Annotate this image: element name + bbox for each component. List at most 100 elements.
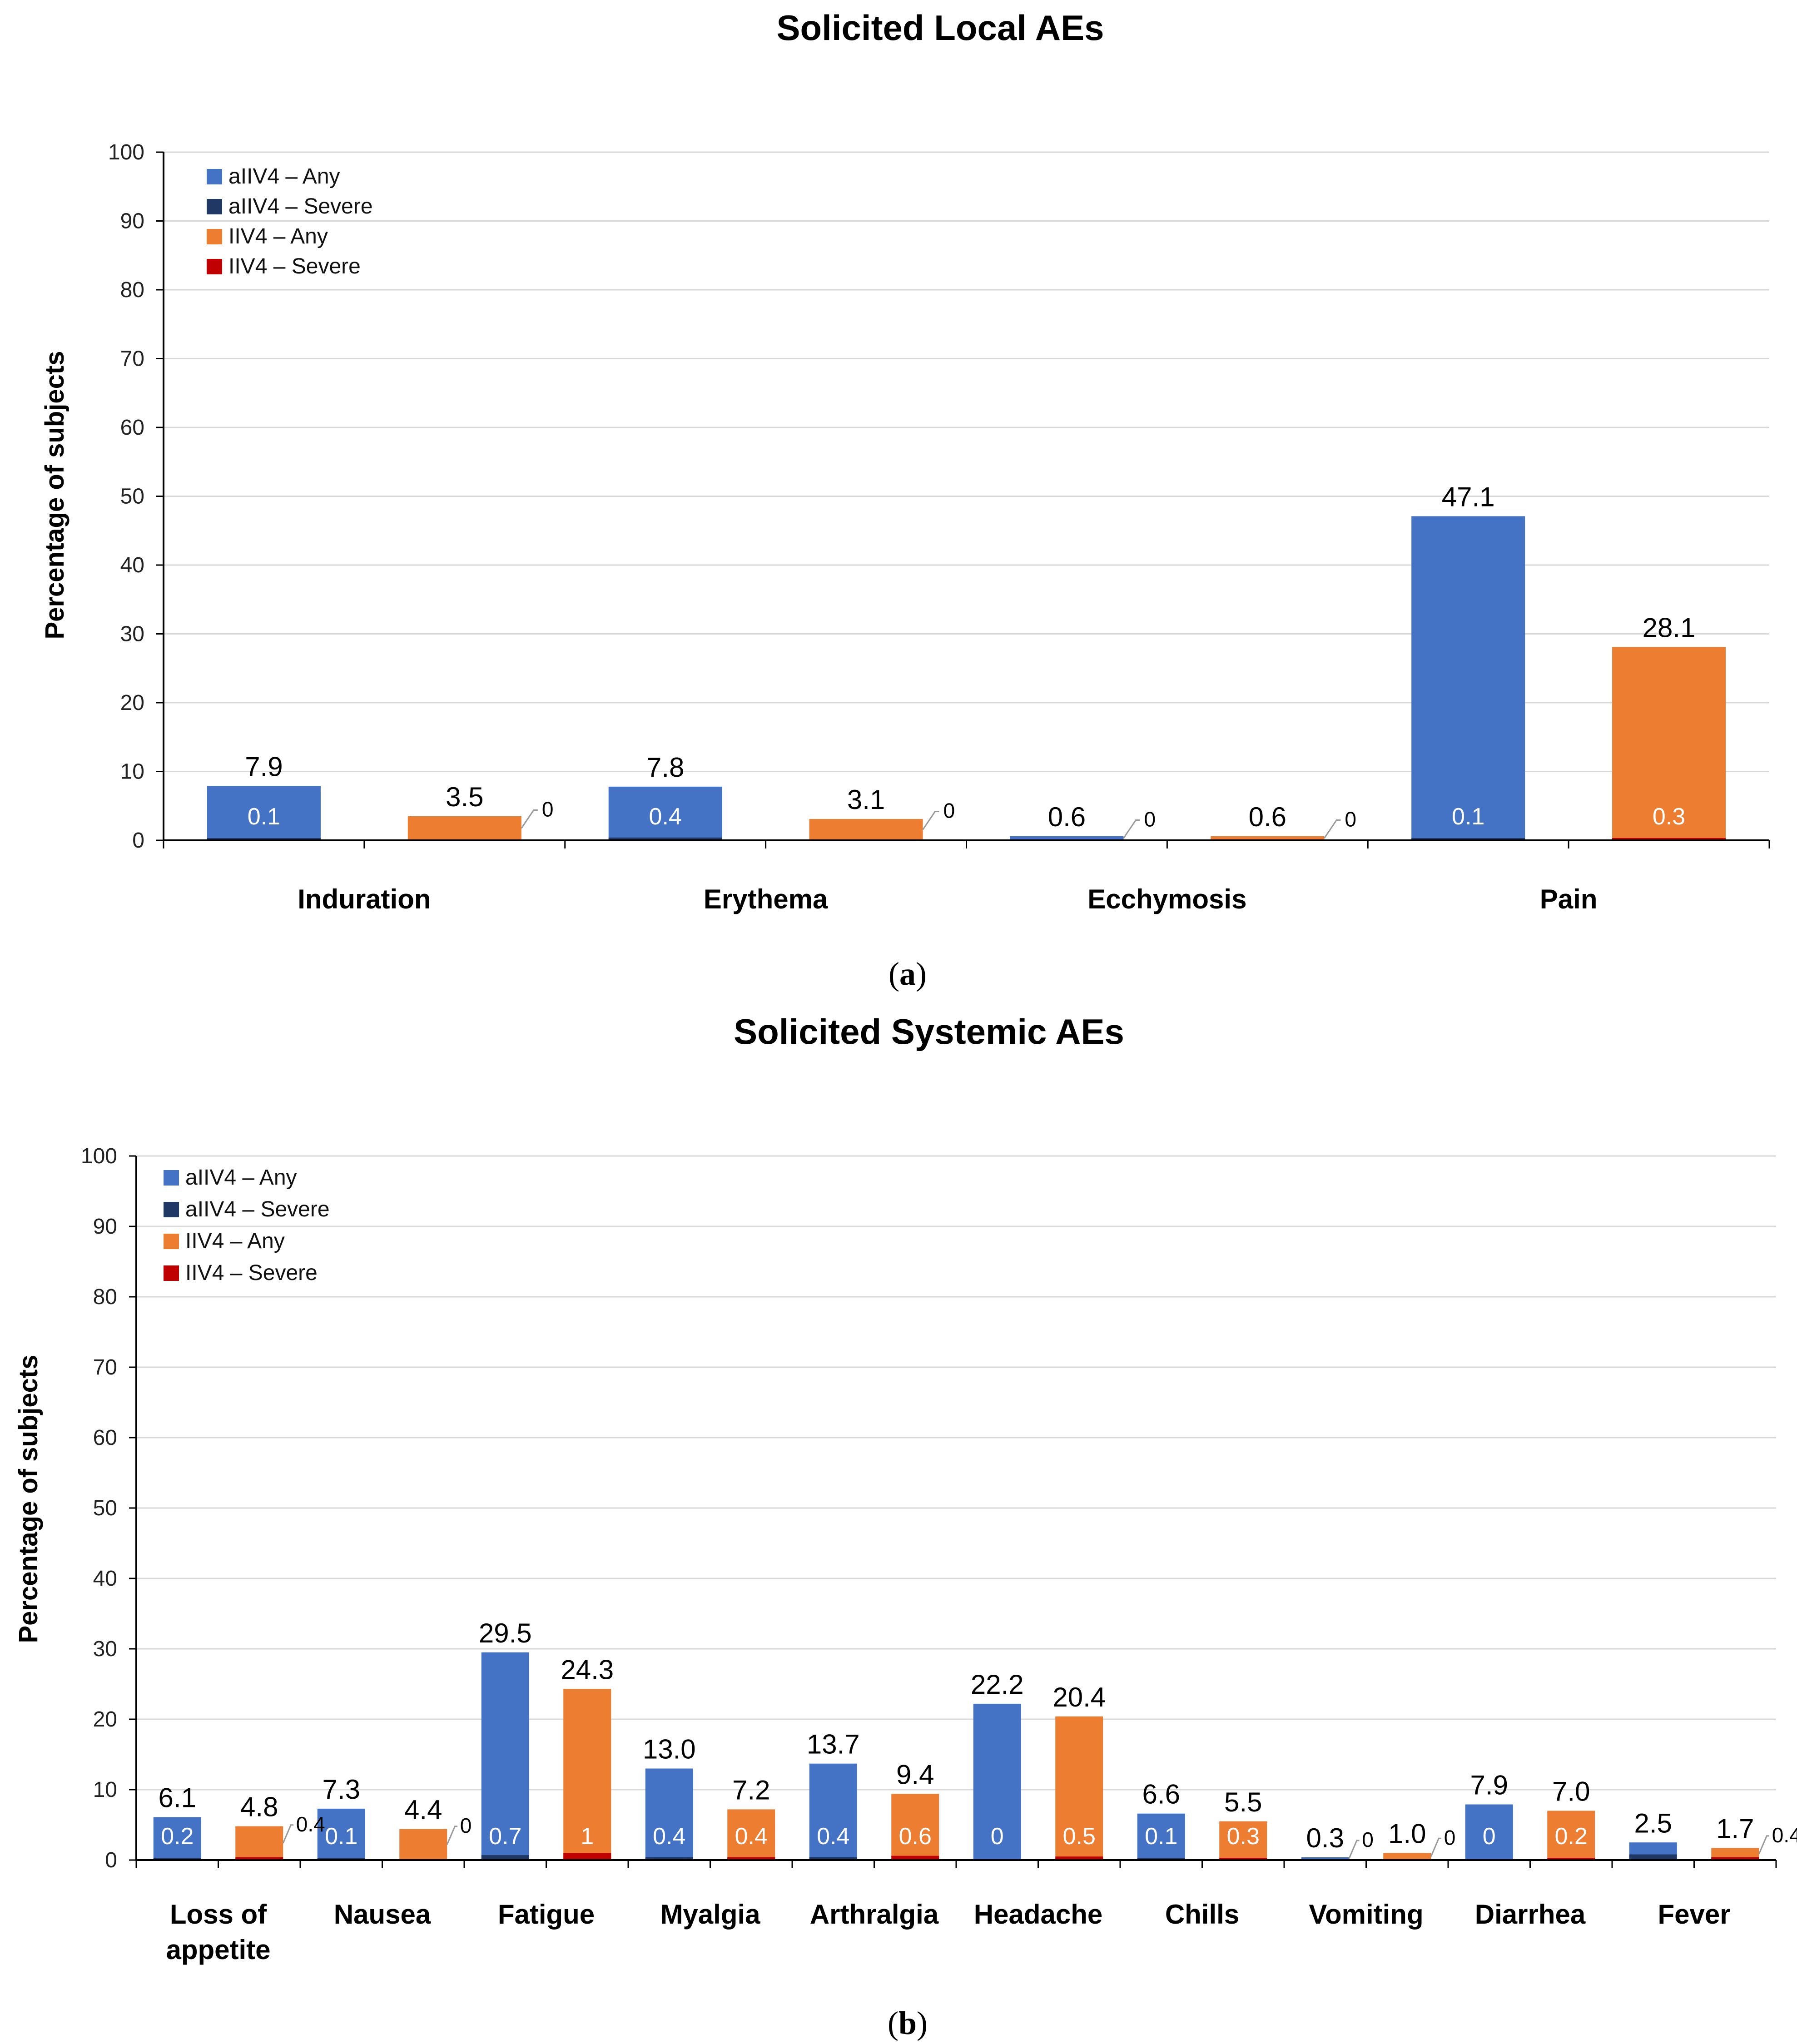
data-labels: 6.1 0.2 4.8 0.4 7.3 0.1 4.4 0 29.5 0.7 24.3 1 13.0 0.… [159, 1618, 1797, 1859]
bar-iiv4-any-erythema [809, 819, 923, 840]
category-label-fever: Fever [1658, 1899, 1730, 1930]
data-labels: 7.9 0.1 3.5 0 7.8 0.4 3.1 0 0.6 0 0.6 0 47.1 0.1 28.1 0… [245, 481, 1695, 839]
value-label-iiv4-any-chills: 5.5 [1224, 1787, 1262, 1817]
value-label-aiiv4-any-ecchymosis: 0.6 [1048, 802, 1086, 832]
bar-iiv4-severe-chills [1219, 1858, 1267, 1860]
legend-label-iiv4-severe: IIV4 – Severe [228, 254, 361, 278]
value-label-aiiv4-any-vomiting: 0.3 [1306, 1823, 1344, 1853]
value-label-aiiv4-any-myalgia: 13.0 [643, 1734, 696, 1765]
value-label-iiv4-severe-vomiting: 0 [1444, 1826, 1456, 1849]
legend-swatch-aiiv4-severe [207, 199, 222, 214]
bar-iiv4-any-fatigue [563, 1689, 611, 1860]
bars [153, 1652, 1759, 1860]
bar-aiiv4-any-nausea [317, 1808, 365, 1860]
legend-swatch-aiiv4-any [207, 169, 222, 184]
legend-label-iiv4-any: IIV4 – Any [185, 1229, 285, 1253]
bar-iiv4-severe-fever [1711, 1857, 1759, 1860]
y-tick-label: 90 [93, 1215, 117, 1239]
value-label-aiiv4-severe-nausea: 0.1 [325, 1823, 357, 1850]
value-label-iiv4-any-loss-of-appetite: 4.8 [240, 1792, 278, 1822]
leader-line [1758, 1835, 1770, 1855]
value-label-aiiv4-any-induration: 7.9 [245, 751, 283, 782]
y-tick-label: 20 [120, 691, 144, 715]
legend-label-iiv4-severe: IIV4 – Severe [185, 1261, 318, 1285]
value-label-iiv4-severe-fatigue: 1 [581, 1823, 594, 1850]
bar-aiiv4-any-arthralgia [809, 1763, 857, 1860]
value-label-aiiv4-severe-myalgia: 0.4 [653, 1823, 685, 1850]
value-label-aiiv4-any-erythema: 7.8 [646, 752, 684, 783]
bar-iiv4-any-headache [1055, 1716, 1103, 1860]
value-label-iiv4-severe-loss-of-appetite: 0.4 [296, 1812, 325, 1836]
category-labels: Loss of appetite Nausea Fatigue Myalgia Arthr… [166, 1899, 1730, 1965]
value-label-iiv4-severe-erythema: 0 [943, 799, 955, 823]
value-label-aiiv4-severe-diarrhea: 0 [1483, 1823, 1496, 1850]
bar-iiv4-severe-headache [1055, 1856, 1103, 1860]
legend-label-aiiv4-any: aIIV4 – Any [228, 164, 340, 189]
value-label-iiv4-any-diarrhea: 7.0 [1552, 1776, 1590, 1807]
y-tick-label: 10 [120, 760, 144, 784]
bar-iiv4-severe-pain [1612, 838, 1726, 840]
bar-iiv4-any-diarrhea [1547, 1811, 1595, 1860]
category-label-pain: Pain [1540, 884, 1598, 914]
category-label-chills: Chills [1165, 1899, 1239, 1930]
value-label-iiv4-severe-fever: 0.4 [1772, 1823, 1797, 1847]
value-label-iiv4-any-headache: 20.4 [1052, 1682, 1106, 1712]
value-label-aiiv4-any-chills: 6.6 [1142, 1779, 1180, 1810]
category-label-loss-of-appetite: Loss of [170, 1899, 267, 1930]
leader-line [1348, 1840, 1360, 1859]
bar-iiv4-severe-loss-of-appetite [235, 1857, 283, 1860]
value-label-iiv4-any-myalgia: 7.2 [732, 1775, 770, 1805]
value-label-aiiv4-severe-fatigue: 0.7 [489, 1823, 521, 1850]
bar-aiiv4-severe-erythema [608, 837, 722, 840]
category-label-loss-of-appetite: appetite [166, 1935, 270, 1965]
leader-line [521, 809, 538, 829]
bar-iiv4-severe-arthralgia [891, 1855, 939, 1860]
bar-aiiv4-severe-pain [1411, 838, 1525, 840]
bar-iiv4-any-induration [407, 816, 521, 840]
y-tick-label: 0 [105, 1848, 117, 1872]
leader-line [282, 1824, 294, 1844]
y-tick-label: 40 [120, 553, 144, 577]
value-label-iiv4-severe-ecchymosis: 0 [1345, 807, 1356, 831]
value-label-iiv4-any-arthralgia: 9.4 [896, 1759, 934, 1790]
bar-iiv4-any-arthralgia [891, 1794, 939, 1860]
y-tick-label: 100 [81, 1144, 117, 1168]
value-label-aiiv4-any-headache: 22.2 [971, 1669, 1024, 1700]
category-label-induration: Induration [298, 884, 431, 914]
legend-label-iiv4-any: IIV4 – Any [228, 224, 328, 248]
value-label-aiiv4-severe-erythema: 0.4 [649, 804, 682, 830]
chart-systemic-aes: Solicited Systemic AEs 01020304050607080… [14, 1012, 1797, 1965]
chart-title: Solicited Local AEs [777, 8, 1104, 48]
value-label-aiiv4-any-loss-of-appetite: 6.1 [159, 1782, 196, 1813]
value-label-aiiv4-any-fatigue: 29.5 [479, 1618, 532, 1648]
value-label-aiiv4-severe-vomiting: 0 [1362, 1828, 1374, 1851]
y-tick-label: 50 [93, 1496, 117, 1520]
bar-aiiv4-any-diarrhea [1465, 1804, 1513, 1860]
legend-label-aiiv4-severe: aIIV4 – Severe [228, 194, 373, 218]
bar-aiiv4-severe-loss-of-appetite [153, 1858, 201, 1860]
bar-aiiv4-severe-myalgia [645, 1857, 693, 1860]
bar-aiiv4-any-ecchymosis [1010, 836, 1124, 840]
bar-aiiv4-severe-fever [1629, 1854, 1677, 1860]
bar-iiv4-severe-myalgia [727, 1857, 775, 1860]
y-tick-label: 60 [93, 1426, 117, 1450]
leader-line [1324, 819, 1341, 839]
chart-title: Solicited Systemic AEs [734, 1012, 1124, 1052]
bar-aiiv4-any-erythema [608, 786, 722, 840]
chart-local-aes: Solicited Local AEs 0 10 20 30 40 50 60 70 80 90 1… [40, 8, 1770, 914]
gridlines [136, 1155, 1776, 1791]
y-tick-label: 40 [93, 1567, 117, 1591]
bar-aiiv4-severe-arthralgia [809, 1857, 857, 1860]
leader-line [446, 1826, 458, 1845]
y-tick-label: 20 [93, 1707, 117, 1731]
value-label-iiv4-any-vomiting: 1.0 [1388, 1819, 1426, 1849]
y-axis-label: Percentage of subjects [14, 1355, 43, 1643]
panel-label-a: (a) [889, 956, 927, 992]
category-label-vomiting: Vomiting [1309, 1899, 1423, 1930]
value-label-iiv4-any-fever: 1.7 [1716, 1814, 1754, 1844]
bar-aiiv4-any-headache [973, 1703, 1021, 1860]
value-label-aiiv4-severe-headache: 0 [991, 1823, 1004, 1850]
leader-line [1123, 819, 1140, 839]
legend-swatch-aiiv4-severe [164, 1202, 179, 1217]
value-label-iiv4-any-induration: 3.5 [446, 782, 483, 812]
